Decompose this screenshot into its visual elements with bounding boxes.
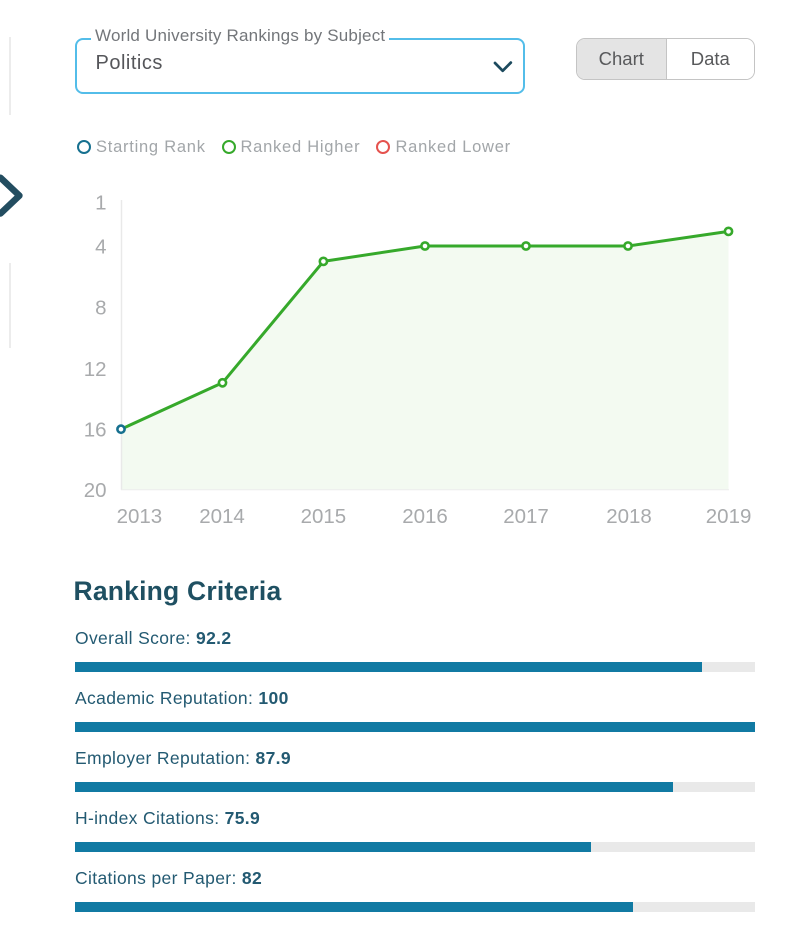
svg-text:2018: 2018 [606, 505, 652, 528]
svg-text:2017: 2017 [503, 505, 549, 528]
svg-text:2014: 2014 [199, 505, 245, 528]
svg-text:12: 12 [84, 358, 107, 381]
svg-text:20: 20 [84, 479, 107, 502]
svg-text:2019: 2019 [706, 505, 752, 528]
svg-text:2016: 2016 [402, 505, 448, 528]
svg-text:2013: 2013 [117, 505, 163, 528]
svg-text:16: 16 [84, 419, 107, 442]
svg-text:4: 4 [95, 236, 106, 259]
svg-text:2015: 2015 [301, 505, 347, 528]
svg-text:1: 1 [95, 192, 106, 215]
svg-text:8: 8 [95, 297, 106, 320]
